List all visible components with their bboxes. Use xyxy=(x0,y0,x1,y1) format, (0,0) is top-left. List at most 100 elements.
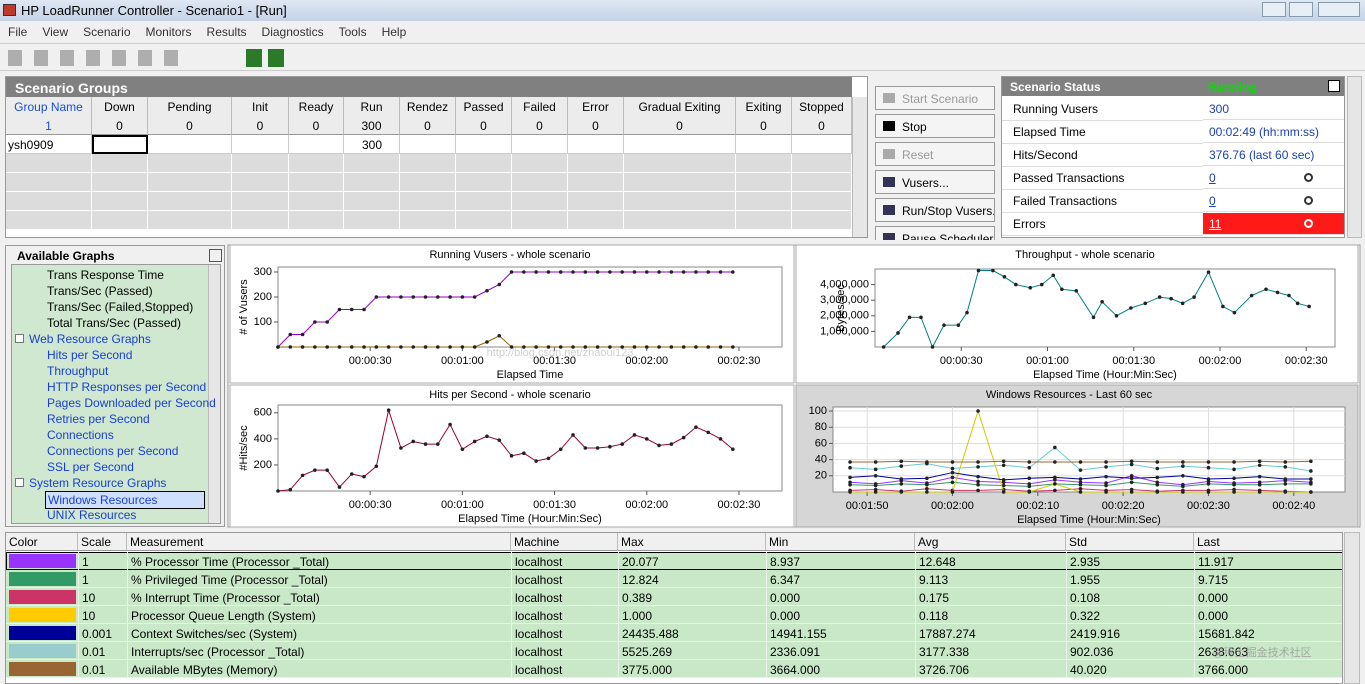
column-header[interactable]: Avg xyxy=(915,533,1066,551)
menu-item[interactable]: Scenario xyxy=(83,25,131,39)
tree-item[interactable]: SSL per Second xyxy=(47,460,134,474)
maximize-button[interactable] xyxy=(1289,2,1313,17)
data-point xyxy=(1309,477,1313,481)
tree-item[interactable]: Connections xyxy=(47,428,114,442)
table-row[interactable] xyxy=(6,624,1342,642)
close-button[interactable] xyxy=(1318,2,1360,17)
scrollbar[interactable] xyxy=(852,97,867,237)
status-value[interactable]: 0 xyxy=(1203,190,1344,212)
menu-item[interactable]: Monitors xyxy=(145,25,192,39)
y-axis-title: # of Vusers xyxy=(238,279,250,335)
tree-item[interactable]: Trans Response Time xyxy=(47,268,164,282)
tree-group[interactable]: System Resource Graphs xyxy=(29,476,167,490)
menu-item[interactable]: File xyxy=(8,25,28,39)
tree-item[interactable]: Trans/Sec (Passed) xyxy=(47,284,153,298)
data-point xyxy=(1143,301,1148,306)
y-tick-label: 80 xyxy=(815,421,827,433)
data-point xyxy=(1078,480,1083,485)
detail-icon[interactable] xyxy=(1304,219,1313,228)
tree-expander[interactable] xyxy=(15,478,24,487)
data-point xyxy=(848,480,852,485)
graph-tree: Trans Response Time Trans/Sec (Passed) Tra… xyxy=(11,264,221,524)
table-cell xyxy=(6,154,92,173)
status-value[interactable]: 11 xyxy=(1203,213,1344,235)
menu-item[interactable]: Tools xyxy=(338,25,367,39)
table-cell xyxy=(148,135,232,154)
tree-item[interactable]: Windows Resources xyxy=(45,491,205,509)
data-point xyxy=(1232,482,1236,487)
table-row[interactable] xyxy=(6,588,1342,606)
title-bar: HP LoadRunner Controller - Scenario1 - [… xyxy=(0,0,1365,21)
scenario-button[interactable]: Stop xyxy=(875,114,995,138)
toolbar-icons[interactable] xyxy=(246,49,286,67)
column-header[interactable]: Machine xyxy=(511,533,618,551)
tree-item[interactable]: Pages Downloaded per Second xyxy=(47,396,216,410)
tree-expander[interactable] xyxy=(15,334,24,343)
tree-item[interactable]: HTTP Responses per Second xyxy=(47,380,207,394)
tree-item[interactable]: Throughput xyxy=(47,364,109,378)
data-point xyxy=(509,270,514,274)
column-header[interactable]: Max xyxy=(618,533,766,551)
data-point xyxy=(669,345,674,349)
data-point xyxy=(1027,465,1032,470)
x-tick-label: 00:00:30 xyxy=(349,499,392,511)
toolbar-icons[interactable] xyxy=(8,50,188,66)
column-header[interactable]: Scale xyxy=(78,533,127,551)
table-cell xyxy=(736,173,792,192)
table-row[interactable] xyxy=(6,552,1342,570)
scrollbar[interactable] xyxy=(1347,76,1362,238)
minimize-button[interactable] xyxy=(1262,2,1286,17)
table-row[interactable] xyxy=(6,570,1342,588)
scenario-button[interactable]: Reset xyxy=(875,142,995,166)
table-cell: Interrupts/sec (Processor _Total) xyxy=(127,642,511,660)
scenario-button[interactable]: Run/Stop Vusers... xyxy=(875,198,995,222)
scenario-button[interactable]: Vusers... xyxy=(875,170,995,194)
data-point xyxy=(399,446,403,450)
table-row[interactable] xyxy=(6,642,1342,660)
data-point xyxy=(644,270,649,274)
column-header[interactable]: Min xyxy=(766,533,915,551)
data-point xyxy=(313,468,317,472)
scrollbar[interactable] xyxy=(208,265,220,523)
data-point xyxy=(899,478,904,483)
tree-group[interactable]: Web Resource Graphs xyxy=(29,332,151,346)
column-header[interactable]: Measurement xyxy=(127,533,511,551)
scrollbar[interactable] xyxy=(1344,532,1360,684)
close-icon[interactable] xyxy=(209,249,222,262)
data-point xyxy=(1104,474,1108,479)
status-value[interactable]: 0 xyxy=(1203,167,1344,189)
column-header[interactable]: Last xyxy=(1194,533,1342,551)
scenario-button[interactable]: Start Scenario xyxy=(875,86,995,110)
series-line xyxy=(850,472,1311,481)
menu-item[interactable]: Results xyxy=(206,25,247,39)
menu-item[interactable]: Help xyxy=(381,25,407,39)
tree-item[interactable]: Hits per Second xyxy=(47,348,133,362)
column-header[interactable]: Std xyxy=(1066,533,1194,551)
detail-icon[interactable] xyxy=(1304,173,1313,182)
tree-item[interactable]: Total Trans/Sec (Passed) xyxy=(47,316,182,330)
scenario-button[interactable]: Pause Scheduler xyxy=(875,226,995,240)
menu-item[interactable]: View xyxy=(42,25,69,39)
table-row[interactable] xyxy=(6,606,1342,624)
data-point xyxy=(896,331,900,335)
menu-item[interactable]: Diagnostics xyxy=(261,25,324,39)
table-cell xyxy=(736,135,792,154)
tree-item[interactable]: Retries per Second xyxy=(47,412,150,426)
tree-item[interactable]: UNIX Resources xyxy=(47,508,137,522)
table-cell: 3177.338 xyxy=(915,642,1066,660)
tree-item[interactable]: Connections per Second xyxy=(47,444,179,458)
data-point xyxy=(965,310,969,315)
detail-icon[interactable] xyxy=(1304,196,1313,205)
table-cell: 3775.000 xyxy=(618,660,766,678)
tree-item[interactable]: Trans/Sec (Failed,Stopped) xyxy=(47,300,194,314)
data-point xyxy=(571,433,575,437)
data-point xyxy=(1283,482,1288,486)
x-tick-label: 00:01:30 xyxy=(1112,355,1155,367)
table-cell: 14941.155 xyxy=(766,624,915,642)
restore-icon[interactable] xyxy=(1328,80,1340,92)
column-header[interactable]: Color xyxy=(6,533,78,551)
data-point xyxy=(873,460,878,464)
data-point xyxy=(1257,459,1262,464)
table-row[interactable] xyxy=(6,660,1342,678)
data-point xyxy=(1129,480,1134,485)
